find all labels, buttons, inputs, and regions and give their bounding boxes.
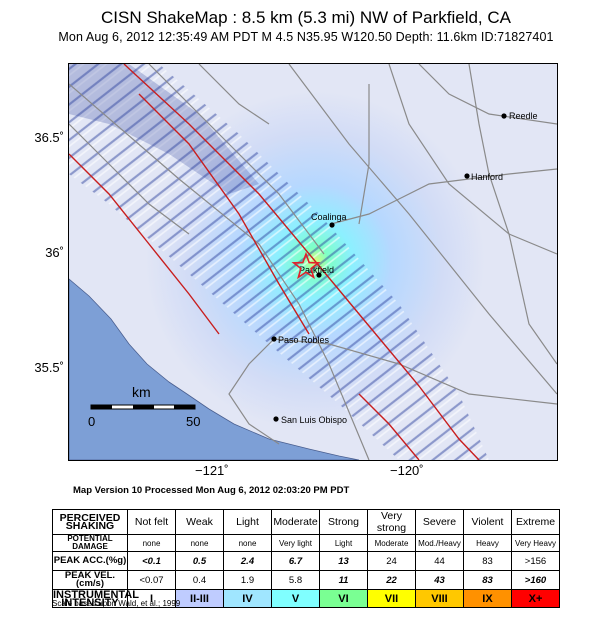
city-reedley[interactable]: Reedle <box>501 111 538 121</box>
city-parkfield[interactable]: Parkfield <box>299 265 334 278</box>
legend-cell: none <box>127 534 176 552</box>
legend-cell: >160 <box>511 570 560 590</box>
city-label: Parkfield <box>299 265 334 275</box>
lat-label-35-5: 35.5˚ <box>34 360 64 375</box>
legend-cell: <0.07 <box>127 570 176 590</box>
legend-cell: 44 <box>415 551 464 571</box>
legend-cell: Light <box>223 509 272 535</box>
legend-cell: Light <box>319 534 368 552</box>
road-network <box>69 64 557 460</box>
legend-cell: 5.8 <box>271 570 320 590</box>
city-label: Paso Robles <box>278 335 330 345</box>
legend-cell: Very strong <box>367 509 416 535</box>
map-version: Map Version 10 Processed Mon Aug 6, 2012… <box>73 485 350 496</box>
legend-cell: Heavy <box>463 534 512 552</box>
intensity-cell: VIII <box>415 589 464 608</box>
fault-lines <box>69 64 480 460</box>
lon-label-121: −121˚ <box>195 463 229 478</box>
legend-cell: 11 <box>319 570 368 590</box>
intensity-cell: IX <box>463 589 512 608</box>
legend-row-label: PERCEIVED SHAKING <box>52 509 128 535</box>
legend-row-acc: PEAK ACC.(%g) <0.1 0.5 2.4 6.7 13 24 44 … <box>52 551 560 571</box>
legend-cell: none <box>175 534 224 552</box>
legend-cell: Very Heavy <box>511 534 560 552</box>
legend-cell: <0.1 <box>127 551 176 571</box>
legend-cell: 0.5 <box>175 551 224 571</box>
intensity-cell: VII <box>367 589 416 608</box>
coast-ranges-hillshade <box>69 64 489 460</box>
legend-cell: 2.4 <box>223 551 272 571</box>
legend-cell: Weak <box>175 509 224 535</box>
scale-bar: km 0 50 <box>88 384 200 429</box>
intensity-cell: II-III <box>175 589 224 608</box>
intensity-cell: I <box>127 589 176 608</box>
diablo-range-shade <box>69 64 259 194</box>
legend-cell: Mod./Heavy <box>415 534 464 552</box>
lat-label-36-5: 36.5˚ <box>34 130 64 145</box>
city-label: Hanford <box>471 172 503 182</box>
city-label: Coalinga <box>311 212 347 222</box>
legend-cell: Very light <box>271 534 320 552</box>
intensity-cell: IV <box>223 589 272 608</box>
scale-max: 50 <box>186 414 200 429</box>
intensity-legend-table: PERCEIVED SHAKING Not felt Weak Light Mo… <box>52 509 560 608</box>
city-paso-robles[interactable]: Paso Robles <box>271 335 330 345</box>
city-label: San Luis Obispo <box>281 415 347 425</box>
legend-cell: 0.4 <box>175 570 224 590</box>
legend-cell: Violent <box>463 509 512 535</box>
legend-row-label: PEAK ACC.(%g) <box>52 551 128 571</box>
legend-row-intensity: INSTRUMENTAL INTENSITY I II-III IV V VI … <box>52 588 560 609</box>
city-label: Reedle <box>509 111 538 121</box>
legend-cell: >156 <box>511 551 560 571</box>
legend-cell: Not felt <box>127 509 176 535</box>
city-hanford[interactable]: Hanford <box>464 172 503 182</box>
intensity-cell: V <box>271 589 320 608</box>
intensity-cell: X+ <box>511 589 560 608</box>
legend-row-damage: POTENTIAL DAMAGE none none none Very lig… <box>52 534 560 552</box>
legend-cell: Severe <box>415 509 464 535</box>
legend-cell: 13 <box>319 551 368 571</box>
legend-cell: 22 <box>367 570 416 590</box>
scale-footnote: Scale based upon Wald, et al.; 1999 <box>52 599 181 608</box>
legend-cell: 83 <box>463 551 512 571</box>
lon-label-120: −120˚ <box>390 463 424 478</box>
legend-cell: Moderate <box>367 534 416 552</box>
legend-row-label: PEAK VEL.(cm/s) <box>52 570 128 590</box>
legend-cell: 83 <box>463 570 512 590</box>
star-icon[interactable] <box>291 251 321 280</box>
legend-cell: 24 <box>367 551 416 571</box>
city-coalinga[interactable]: Coalinga <box>311 212 347 228</box>
legend-row-label: POTENTIAL DAMAGE <box>52 534 128 552</box>
legend-cell: none <box>223 534 272 552</box>
legend-row-shaking: PERCEIVED SHAKING Not felt Weak Light Mo… <box>52 509 560 535</box>
legend-cell: 6.7 <box>271 551 320 571</box>
legend-row-vel: PEAK VEL.(cm/s) <0.07 0.4 1.9 5.8 11 22 … <box>52 570 560 590</box>
legend-cell: Strong <box>319 509 368 535</box>
scale-min: 0 <box>88 414 95 429</box>
event-details: Mon Aug 6, 2012 12:35:49 AM PDT M 4.5 N3… <box>58 30 554 44</box>
legend-cell: Extreme <box>511 509 560 535</box>
map-title: CISN ShakeMap : 8.5 km (5.3 mi) NW of Pa… <box>100 8 511 27</box>
legend-cell: 43 <box>415 570 464 590</box>
scale-unit: km <box>132 384 151 400</box>
legend-cell: Moderate <box>271 509 320 535</box>
legend-row-label: INSTRUMENTAL INTENSITY <box>52 588 139 609</box>
intensity-cell: VI <box>319 589 368 608</box>
legend-cell: 1.9 <box>223 570 272 590</box>
shakemap-panel[interactable]: Reedle Hanford Coalinga Parkfield Paso R… <box>68 63 558 461</box>
city-san-luis-obispo[interactable]: San Luis Obispo <box>273 415 347 425</box>
lat-label-36: 36˚ <box>45 245 64 260</box>
ocean <box>69 278 360 460</box>
